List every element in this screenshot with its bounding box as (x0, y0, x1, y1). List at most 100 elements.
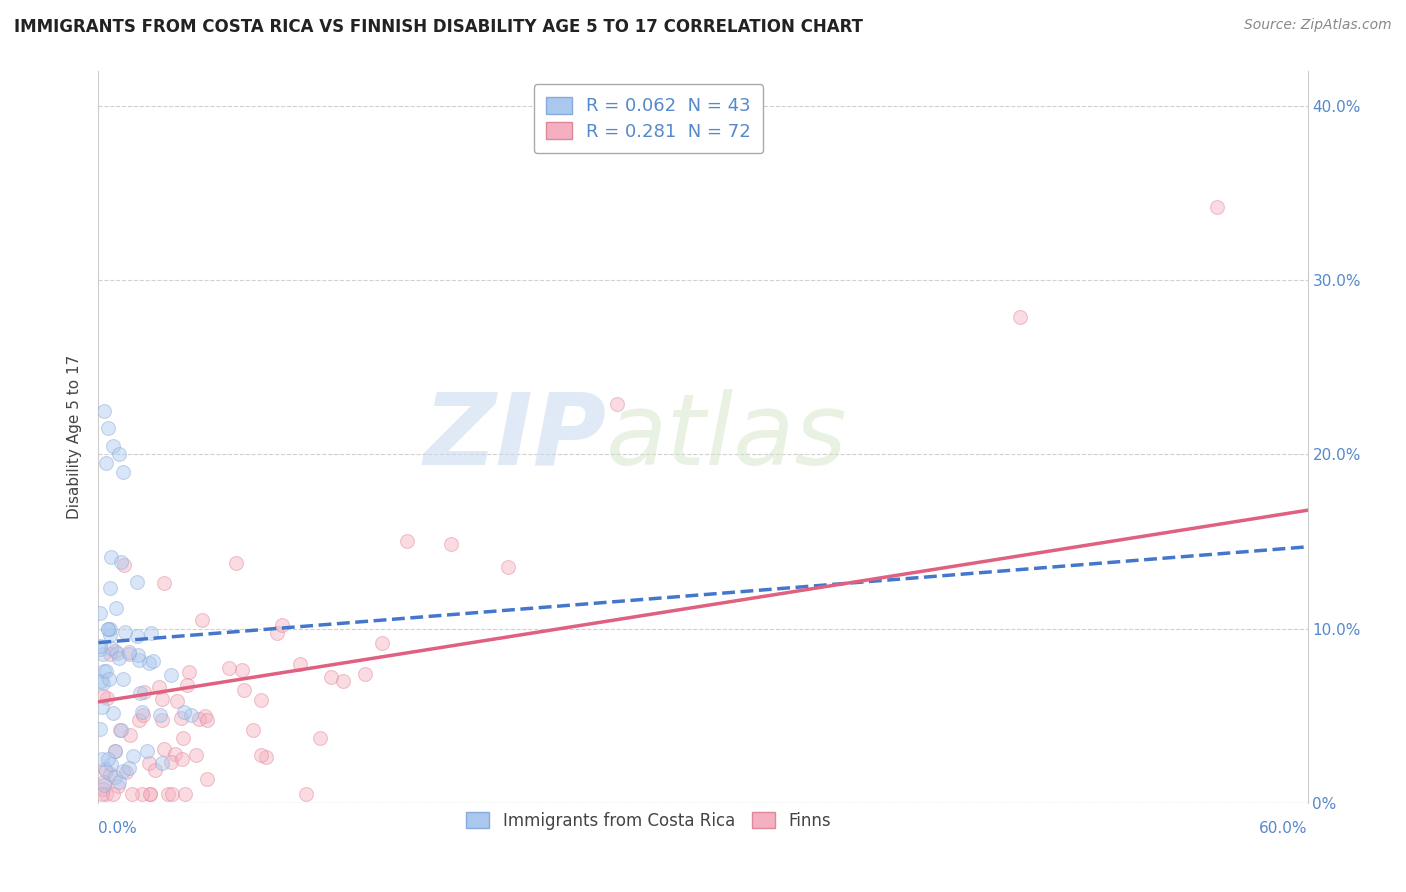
Point (166, 694, 188, 708)
Point (139, 787, 162, 801)
Point (100, 641, 122, 656)
Point (105, 646, 128, 660)
Point (127, 628, 149, 642)
Point (110, 723, 132, 737)
Legend: Immigrants from Costa Rica, Finns: Immigrants from Costa Rica, Finns (458, 804, 839, 838)
Point (94, 762, 117, 776)
Point (232, 683, 254, 698)
Point (105, 600, 128, 615)
Point (128, 653, 150, 667)
Point (118, 645, 141, 659)
Point (396, 534, 419, 549)
Point (114, 625, 136, 640)
Point (100, 550, 122, 565)
Point (122, 749, 145, 764)
Point (439, 536, 461, 550)
Point (93, 404, 115, 418)
Point (142, 654, 165, 668)
Point (231, 663, 253, 677)
Point (170, 752, 193, 766)
Point (177, 665, 200, 679)
Point (128, 686, 150, 700)
Point (89, 607, 111, 621)
Point (1206, 200, 1229, 214)
Point (195, 713, 218, 727)
Point (90, 673, 112, 688)
Point (98, 647, 121, 661)
Point (250, 747, 273, 762)
Point (138, 756, 160, 770)
Point (112, 558, 135, 572)
Point (254, 750, 277, 764)
Point (89, 642, 111, 657)
Point (97, 623, 120, 637)
Text: Source: ZipAtlas.com: Source: ZipAtlas.com (1244, 18, 1392, 32)
Text: 0.0%: 0.0% (98, 821, 138, 836)
Point (188, 712, 211, 726)
Point (121, 787, 143, 801)
Point (157, 787, 180, 801)
Text: atlas: atlas (606, 389, 848, 485)
Point (191, 613, 214, 627)
Point (153, 576, 176, 591)
Point (94, 665, 117, 679)
Point (115, 764, 138, 779)
Point (354, 666, 377, 681)
Point (176, 678, 198, 692)
Point (250, 693, 273, 707)
Point (1008, 310, 1031, 324)
Point (225, 556, 247, 570)
Point (128, 713, 150, 727)
Point (104, 744, 127, 758)
Point (93, 665, 115, 679)
Point (149, 708, 172, 723)
Point (295, 787, 318, 801)
Point (150, 692, 173, 706)
Point (160, 787, 183, 801)
Point (104, 644, 127, 658)
Point (93, 647, 115, 661)
Point (103, 743, 125, 757)
Point (150, 756, 173, 771)
Point (107, 448, 129, 462)
Point (97, 421, 120, 435)
Text: 60.0%: 60.0% (1260, 821, 1308, 836)
Point (606, 397, 628, 411)
Point (135, 744, 157, 758)
Point (132, 685, 155, 699)
Point (218, 661, 240, 675)
Point (98, 581, 121, 595)
Point (91, 676, 114, 690)
Point (110, 555, 132, 569)
Point (180, 707, 202, 722)
Point (148, 680, 170, 694)
Point (97, 622, 120, 636)
Point (173, 706, 195, 720)
Point (165, 747, 187, 762)
Point (96, 456, 118, 470)
Point (89, 722, 111, 736)
Point (93, 774, 115, 789)
Point (97, 752, 120, 766)
Point (160, 668, 183, 682)
Point (197, 772, 219, 787)
Point (160, 755, 183, 769)
Point (111, 673, 134, 687)
Point (108, 650, 131, 665)
Point (153, 742, 176, 756)
Point (91, 781, 114, 796)
Point (131, 787, 153, 801)
Point (118, 647, 141, 661)
Point (184, 747, 207, 762)
Point (96, 787, 118, 801)
Point (108, 723, 131, 738)
Point (131, 705, 153, 719)
Point (89, 640, 111, 654)
Point (308, 731, 330, 746)
Point (118, 761, 141, 775)
Point (266, 625, 288, 640)
Point (138, 787, 160, 801)
Point (111, 764, 134, 779)
Text: ZIP: ZIP (423, 389, 606, 485)
Point (98, 766, 121, 780)
